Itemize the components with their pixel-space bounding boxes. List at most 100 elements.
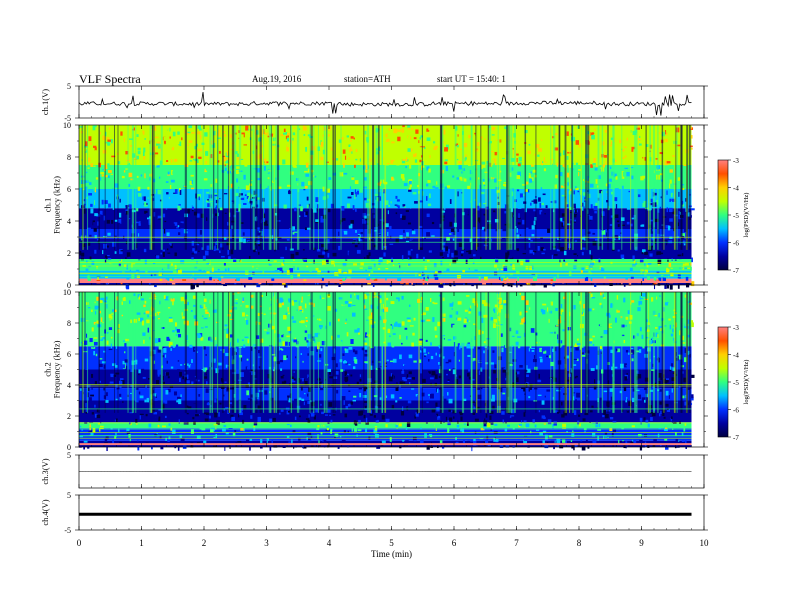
ch1-spectrogram-burst <box>475 125 478 250</box>
ch1-spectrogram-burst <box>652 125 655 250</box>
ch4-waveform-ylabel: ch.4(V) <box>40 499 50 525</box>
ch2-spectrogram-burst <box>82 292 84 413</box>
ch2-spectrogram-burst <box>657 292 659 413</box>
ch1-spectrogram-burst <box>647 125 650 250</box>
ch2-spectrogram-burst <box>607 292 609 413</box>
ch1-spectrogram-band <box>79 259 692 271</box>
ch2-spectrogram-burst <box>363 292 365 413</box>
ch1-spectrogram-burst <box>535 125 537 250</box>
ch1-spectrogram-burst <box>310 125 312 250</box>
ch2-spectrogram-burst <box>334 292 336 413</box>
ch2-spectrogram-burst <box>485 292 487 413</box>
ch1-spectrogram-burst <box>461 125 465 250</box>
ch2-spectrogram-burst <box>688 292 691 413</box>
ch1-spectrogram-burst <box>160 125 163 250</box>
ch1-spectrogram-burst <box>127 125 129 250</box>
ch2-spectrogram-burst <box>554 292 556 413</box>
x-tick-label: 4 <box>327 538 332 548</box>
ch1-spectrogram-burst <box>384 125 387 250</box>
x-tick-label: 0 <box>77 538 82 548</box>
ch1-spectrogram-burst <box>212 125 215 250</box>
ch2-spectrogram-burst <box>152 292 154 413</box>
ch2-spectrogram-burst <box>612 292 614 413</box>
ch2-spectrogram-burst <box>372 292 375 413</box>
ch1-spectrogram-burst <box>326 125 328 250</box>
ch1-spectrogram-burst <box>524 125 527 250</box>
station-label: station=ATH <box>344 74 391 84</box>
y-tick-label: 8 <box>67 153 71 162</box>
x-tick-label: 3 <box>264 538 269 548</box>
ch2-spectrogram-burst <box>480 292 482 413</box>
ch1-spectrogram-burst <box>211 125 214 250</box>
ch1-spectrogram-burst <box>332 125 335 250</box>
ch2-spectrogram-burst <box>550 292 552 413</box>
ch1-spectrogram-burst <box>117 125 119 250</box>
ch1-spectrogram-burst <box>630 125 632 250</box>
ch2-spectrogram-burst <box>222 292 224 413</box>
ch2-spectrogram-burst <box>270 292 272 413</box>
ch2-spectrogram-burst <box>508 292 511 413</box>
ch1-spectrogram-burst <box>580 125 582 250</box>
ch1-spectrogram-burst <box>496 125 498 250</box>
colorbar-tick-label: -6 <box>733 407 739 415</box>
ch2-spectrogram-burst <box>268 292 271 413</box>
ch2-spectrogram-burst <box>571 292 573 413</box>
y-tick-label: 0 <box>67 443 71 452</box>
ch2-spectrogram-burst <box>276 292 280 413</box>
ch1-spectrogram-burst <box>564 125 567 250</box>
ch1-spectrogram-burst <box>313 125 315 250</box>
ch1-spectrogram-burst <box>686 125 689 250</box>
colorbar-tick-label: -6 <box>733 240 739 248</box>
ch1-spectrogram-burst <box>554 125 556 250</box>
y-tick-label: 0 <box>67 281 71 290</box>
ch2-spectrogram-burst <box>497 292 499 413</box>
ch1-spectrogram-burst <box>222 125 224 250</box>
ch2-spectrogram-burst <box>311 292 313 413</box>
ch2-spectrogram-burst <box>601 292 604 413</box>
ch1-spectrogram-burst <box>202 125 204 250</box>
ch2-spectrogram-burst <box>470 292 473 413</box>
ch2-spectrogram-burst <box>81 292 83 413</box>
ch1-spectrogram-burst <box>569 125 571 250</box>
ch2-spectrogram-burst <box>212 292 215 413</box>
colorbar-label: log(PSD)(V²/Hz) <box>743 193 750 238</box>
ch2-spectrogram-burst <box>475 292 478 413</box>
ch2-spectrogram-burst <box>250 292 252 413</box>
ch2-spectrogram-colorbar: -3 -4 -5 -6 -7 log(PSD)(V²/Hz) <box>717 324 750 442</box>
ch2-spectrogram-burst <box>332 292 335 413</box>
ch1-spectrogram-burst <box>369 125 371 250</box>
ch2-spectrogram-burst <box>369 292 371 413</box>
ch2-spectrogram-burst <box>597 292 600 413</box>
x-tick-label: 1 <box>139 538 144 548</box>
y-tick-label: 6 <box>67 185 71 194</box>
x-tick-label: 6 <box>452 538 457 548</box>
ch2-spectrogram-burst <box>84 292 86 413</box>
ch1-spectrogram-burst <box>195 125 198 250</box>
ch1-spectrogram-burst <box>571 125 573 250</box>
ch1-spectrogram-burst <box>98 125 100 250</box>
ch1-spectrogram-burst <box>263 125 265 250</box>
ch1-spectrogram-burst <box>663 125 665 250</box>
ch1-spectrogram-burst <box>506 125 509 250</box>
ch2-spectrogram-burst <box>439 292 441 413</box>
ch1-spectrogram-burst <box>363 125 365 250</box>
ch2-spectrogram-burst <box>184 292 187 413</box>
ch1-spectrogram-burst <box>234 125 237 250</box>
ch1-spectrogram-burst <box>680 125 683 250</box>
ch1-spectrogram-burst <box>440 125 443 250</box>
ch2-spectrogram-burst <box>296 292 300 413</box>
ch1-spectrogram-burst <box>612 125 615 250</box>
ch1-spectrogram-burst <box>114 125 116 250</box>
ch1-spectrogram-burst <box>470 125 473 250</box>
ch1-spectrogram-burst <box>418 125 420 250</box>
colorbar-tick-label: -4 <box>733 352 739 360</box>
ch1-spectrogram-burst <box>514 125 516 250</box>
ch1-spectrogram-burst <box>311 125 313 250</box>
ch1-spectrogram-burst <box>238 125 240 250</box>
ch2-spectrogram-burst <box>340 292 342 413</box>
y-tick-label: 4 <box>67 217 71 226</box>
ch2-spectrogram-texture <box>79 292 695 452</box>
start-time-label: start UT = 15:40: 1 <box>437 74 506 84</box>
ch2-spectrogram-burst <box>367 292 369 413</box>
y-tick-label: 5 <box>67 451 71 460</box>
